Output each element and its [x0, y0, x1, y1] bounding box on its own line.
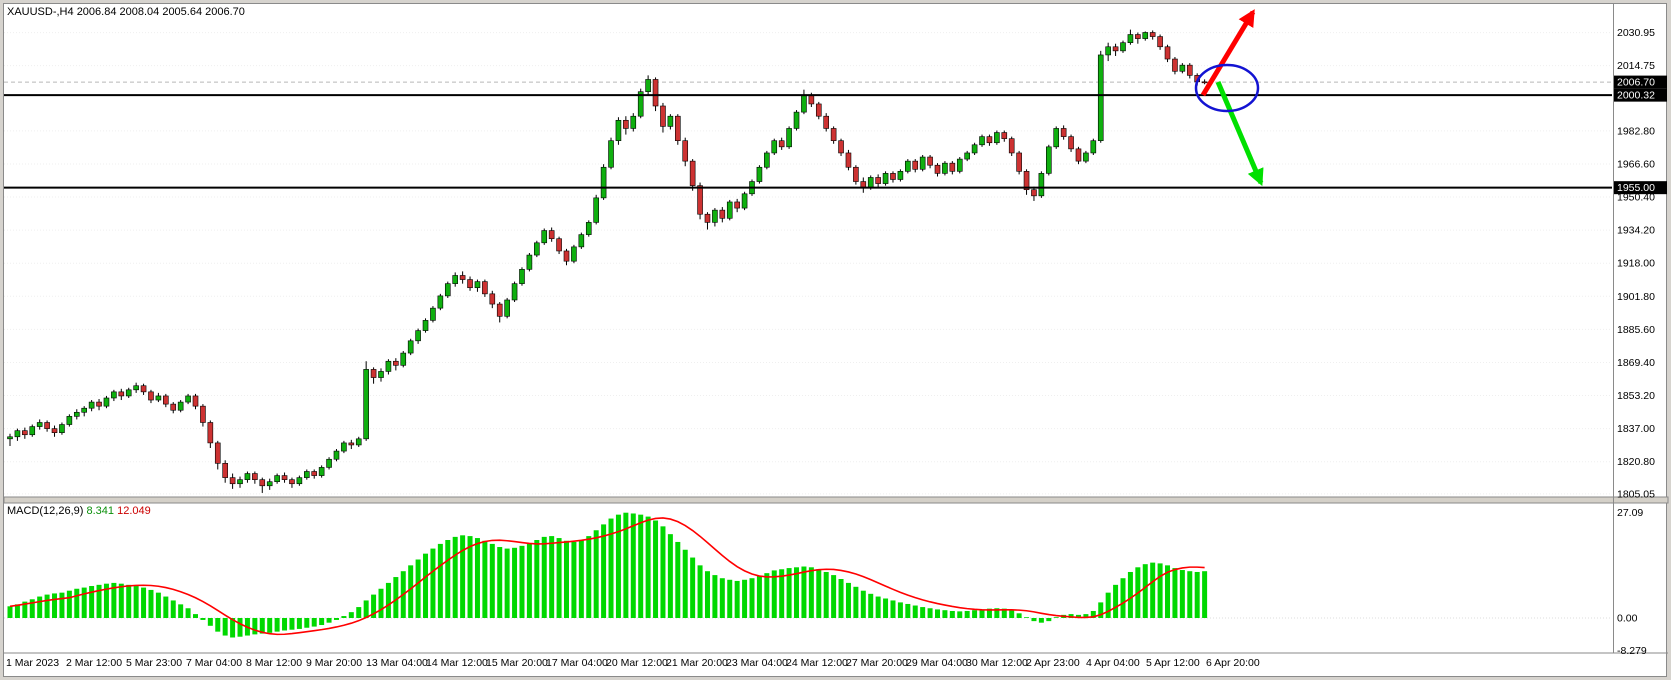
macd-tick-label: 0.00 — [1617, 613, 1638, 625]
time-tick-label: 7 Mar 04:00 — [186, 657, 242, 669]
price-tick-label: 1820.80 — [1617, 456, 1655, 468]
price-tick-label: 1950.40 — [1617, 192, 1655, 204]
time-tick-label: 2 Mar 12:00 — [66, 657, 122, 669]
macd-histogram — [7, 512, 1208, 638]
up-arrow-object[interactable] — [1200, 9, 1256, 97]
time-tick-label: 23 Mar 04:00 — [726, 657, 788, 669]
symbol-period-label: XAUUSD-,H4 — [7, 6, 74, 18]
time-tick-label: 2 Apr 23:00 — [1026, 657, 1080, 669]
price-tick-label: 1885.60 — [1617, 324, 1655, 336]
time-tick-label: 14 Mar 12:00 — [426, 657, 488, 669]
time-tick-label: 5 Mar 23:00 — [126, 657, 182, 669]
price-tick-label: 1966.60 — [1617, 158, 1655, 170]
price-tick-label: 1918.00 — [1617, 258, 1655, 270]
macd-axis[interactable]: 27.09 0.00 -8.279 — [1617, 507, 1647, 657]
time-tick-label: 15 Mar 20:00 — [486, 657, 548, 669]
price-tag-label: 2006.70 — [1617, 77, 1655, 89]
time-tick-label: 17 Mar 04:00 — [546, 657, 608, 669]
price-axis[interactable]: 2030.95 2014.75 1982.80 1966.60 1950.40 1934.… — [1617, 27, 1655, 500]
time-axis[interactable]: 1 Mar 2023 2 Mar 12:00 5 Mar 23:00 7 Mar 04… — [6, 657, 1260, 669]
chart-background — [3, 3, 1667, 677]
time-tick-label: 21 Mar 20:00 — [666, 657, 728, 669]
price-tick-label: 1837.00 — [1617, 423, 1655, 435]
time-tick-label: 24 Mar 12:00 — [786, 657, 848, 669]
horizontal-line-objects[interactable] — [4, 94, 1612, 189]
price-tick-label: 1853.20 — [1617, 390, 1655, 402]
down-arrow-object[interactable] — [1215, 81, 1264, 187]
price-tag — [1614, 88, 1667, 102]
price-gridlines — [4, 32, 1612, 495]
indicator-label: MACD(12,26,9) 8.341 12.049 — [7, 505, 151, 517]
time-tick-label: 6 Apr 20:00 — [1206, 657, 1260, 669]
time-tick-label: 13 Mar 04:00 — [366, 657, 428, 669]
pane-splitter[interactable] — [3, 496, 1669, 504]
price-tick-label: 1869.40 — [1617, 357, 1655, 369]
indicator-main-value: 8.341 — [86, 505, 115, 517]
ellipse-object[interactable] — [1194, 63, 1260, 113]
price-tick-label: 2030.95 — [1617, 27, 1655, 39]
candlesticks — [7, 29, 1208, 493]
price-tick-label: 1934.20 — [1617, 225, 1655, 237]
time-tick-label: 1 Mar 2023 — [6, 657, 59, 669]
time-tick-label: 27 Mar 20:00 — [846, 657, 908, 669]
symbol-ohlc-values: 2006.84 2008.04 2005.64 2006.70 — [76, 6, 245, 18]
price-tick-label: 1805.05 — [1617, 488, 1655, 500]
time-tick-label: 30 Mar 12:00 — [966, 657, 1028, 669]
macd-tick-label: -8.279 — [1617, 645, 1647, 657]
indicator-name: MACD(12,26,9) — [7, 505, 84, 517]
macd-signal-line — [9, 517, 1205, 636]
macd-tick-label: 27.09 — [1617, 507, 1643, 519]
price-tag-label: 2000.32 — [1617, 90, 1655, 102]
time-tick-label: 8 Mar 12:00 — [246, 657, 302, 669]
symbol-title: XAUUSD-,H4 2006.84 2008.04 2005.64 2006.… — [7, 6, 245, 18]
price-tag — [1614, 181, 1667, 195]
price-tick-label: 2014.75 — [1617, 60, 1655, 72]
time-tick-label: 20 Mar 12:00 — [606, 657, 668, 669]
indicator-signal-value: 12.049 — [117, 505, 151, 517]
time-tick-label: 29 Mar 04:00 — [906, 657, 968, 669]
time-tick-label: 5 Apr 12:00 — [1146, 657, 1200, 669]
price-tick-label: 1901.80 — [1617, 291, 1655, 303]
price-tick-label: 1982.80 — [1617, 125, 1655, 137]
price-tag-label: 1955.00 — [1617, 182, 1655, 194]
time-tick-label: 9 Mar 20:00 — [306, 657, 362, 669]
price-tag — [1614, 75, 1667, 89]
time-tick-label: 4 Apr 04:00 — [1086, 657, 1140, 669]
